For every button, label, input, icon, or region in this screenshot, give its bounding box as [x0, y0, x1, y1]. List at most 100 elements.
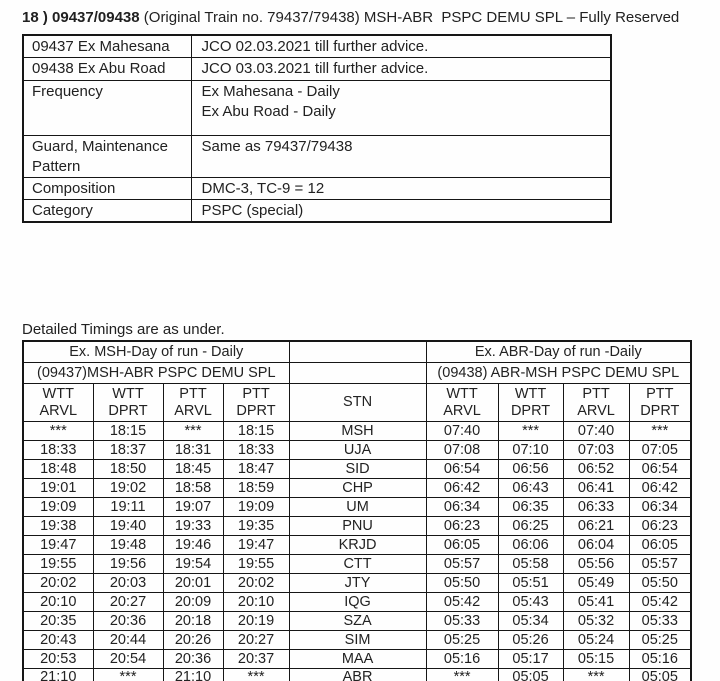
time-cell: 20:44	[92, 630, 164, 650]
timing-row: 20:43 20:44 20:26 20:27 SIM 05:25 05:26 05:24 05…	[22, 630, 692, 650]
train-number-heading: 18 ) 09437/09438	[22, 9, 140, 26]
time-cell: 20:43	[22, 630, 94, 650]
timing-row: 20:02 20:03 20:01 20:02 JTY 05:50 05:51 05:49 05…	[22, 573, 692, 593]
time-cell: ***	[222, 668, 290, 681]
time-cell: 06:54	[425, 459, 499, 479]
timing-row: 19:47 19:48 19:46 19:47 KRJD 06:05 06:06 06:04 0…	[22, 535, 692, 555]
day-of-run-header-row: Ex. MSH-Day of run - Daily Ex. ABR-Day o…	[22, 340, 692, 363]
info-row-label: Frequency	[22, 80, 192, 136]
time-cell: 06:06	[497, 535, 564, 555]
time-cell: 06:05	[425, 535, 499, 555]
time-cell: 21:10	[22, 668, 94, 681]
time-cell: 05:26	[497, 630, 564, 650]
time-cell: 19:33	[162, 516, 224, 536]
time-cell: 05:24	[562, 630, 630, 650]
info-row-value: DMC-3, TC-9 = 12	[190, 177, 612, 200]
time-cell: 19:48	[92, 535, 164, 555]
station-cell: MSH	[288, 421, 427, 441]
time-cell: ***	[92, 668, 164, 681]
train-info-table-body: 09437 Ex Mahesana JCO 02.03.2021 till fur…	[22, 34, 612, 223]
blank-header-cell	[288, 340, 427, 363]
time-cell: 05:50	[425, 573, 499, 593]
info-row-label: Guard, Maintenance Pattern	[22, 135, 192, 178]
info-row-label: Category	[22, 199, 192, 223]
time-cell: 06:42	[628, 478, 692, 498]
timing-row: 20:53 20:54 20:36 20:37 MAA 05:16 05:17 05:15 05…	[22, 649, 692, 669]
time-cell: 19:09	[222, 497, 290, 517]
time-cell: 20:27	[222, 630, 290, 650]
station-column-header: STN	[288, 383, 427, 422]
time-cell: 06:33	[562, 497, 630, 517]
page-title-rest: (Original Train no. 79437/79438) MSH-ABR…	[139, 9, 680, 26]
time-cell: 20:09	[162, 592, 224, 612]
time-cell: 19:54	[162, 554, 224, 574]
time-cell: 18:15	[222, 421, 290, 441]
timing-row: 19:01 19:02 18:58 18:59 CHP 06:42 06:43 06:41 06…	[22, 478, 692, 498]
time-cell: 05:15	[562, 649, 630, 669]
time-cell: 05:57	[425, 554, 499, 574]
right-wtt-dprt-header: WTT DPRT	[497, 383, 564, 422]
info-row-value: PSPC (special)	[190, 199, 612, 223]
time-cell: 06:23	[425, 516, 499, 536]
time-cell: 18:58	[162, 478, 224, 498]
time-cell: 19:38	[22, 516, 94, 536]
time-cell: 06:04	[562, 535, 630, 555]
time-cell: 06:25	[497, 516, 564, 536]
time-cell: 05:33	[425, 611, 499, 631]
time-cell: 05:57	[628, 554, 692, 574]
station-cell: KRJD	[288, 535, 427, 555]
column-header-row: WTT ARVL WTT DPRT PTT ARVL PTT DPRT STN …	[22, 383, 692, 422]
time-cell: 06:21	[562, 516, 630, 536]
detailed-timings-table: Ex. MSH-Day of run - Daily Ex. ABR-Day o…	[22, 340, 693, 681]
info-row-value: JCO 03.03.2021 till further advice.	[190, 57, 612, 81]
time-cell: 20:26	[162, 630, 224, 650]
time-cell: 20:10	[222, 592, 290, 612]
time-cell: 19:46	[162, 535, 224, 555]
right-ptt-dprt-header: PTT DPRT	[628, 383, 692, 422]
time-cell: 05:41	[562, 592, 630, 612]
time-cell: 07:40	[425, 421, 499, 441]
info-row-value: Ex Mahesana - Daily Ex Abu Road - Daily	[190, 80, 612, 136]
station-cell: UJA	[288, 440, 427, 460]
info-row-value: Same as 79437/79438	[190, 135, 612, 178]
station-cell: SZA	[288, 611, 427, 631]
time-cell: 20:01	[162, 573, 224, 593]
timing-row: *** 18:15 *** 18:15 MSH 07:40 *** 07:40 ***	[22, 421, 692, 441]
time-cell: 19:07	[162, 497, 224, 517]
time-cell: 20:36	[92, 611, 164, 631]
timings-heading: Detailed Timings are as under.	[22, 321, 225, 338]
time-cell: 07:40	[562, 421, 630, 441]
info-row: 09438 Ex Abu Road JCO 03.03.2021 till fur…	[22, 57, 612, 81]
time-cell: 20:35	[22, 611, 94, 631]
time-cell: 19:02	[92, 478, 164, 498]
time-cell: 19:55	[22, 554, 94, 574]
time-cell: ***	[162, 421, 224, 441]
info-row: Guard, Maintenance Pattern Same as 79437/…	[22, 135, 612, 178]
time-cell: 18:59	[222, 478, 290, 498]
time-cell: 20:18	[162, 611, 224, 631]
info-row: Composition DMC-3, TC-9 = 12	[22, 177, 612, 200]
time-cell: 05:56	[562, 554, 630, 574]
time-cell: 20:37	[222, 649, 290, 669]
time-cell: 05:42	[425, 592, 499, 612]
time-cell: 18:50	[92, 459, 164, 479]
time-cell: ***	[22, 421, 94, 441]
time-cell: 06:42	[425, 478, 499, 498]
time-cell: 20:19	[222, 611, 290, 631]
left-ptt-dprt-header: PTT DPRT	[222, 383, 290, 422]
left-wtt-arvl-header: WTT ARVL	[22, 383, 94, 422]
station-cell: MAA	[288, 649, 427, 669]
time-cell: 07:08	[425, 440, 499, 460]
time-cell: 19:56	[92, 554, 164, 574]
time-cell: 18:31	[162, 440, 224, 460]
time-cell: 05:32	[562, 611, 630, 631]
time-cell: 18:48	[22, 459, 94, 479]
time-cell: 06:41	[562, 478, 630, 498]
left-day-of-run-header: Ex. MSH-Day of run - Daily	[22, 340, 290, 363]
time-cell: 20:53	[22, 649, 94, 669]
time-cell: 06:52	[562, 459, 630, 479]
time-cell: 18:37	[92, 440, 164, 460]
timing-row: 18:33 18:37 18:31 18:33 UJA 07:08 07:10 07:03 07…	[22, 440, 692, 460]
timing-row: 20:10 20:27 20:09 20:10 IQG 05:42 05:43 05:41 05…	[22, 592, 692, 612]
time-cell: 19:55	[222, 554, 290, 574]
